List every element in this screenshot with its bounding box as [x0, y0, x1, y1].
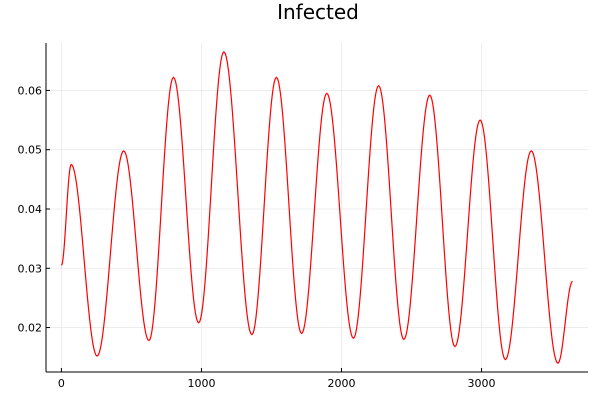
- series-group: [60, 51, 573, 364]
- y-tick-label: 0.03: [18, 262, 43, 275]
- grid: [46, 43, 588, 372]
- x-tick-label: 3000: [468, 377, 496, 390]
- ticks: 0 1000 2000 3000 0.02 0.03 0.04 0.05 0.06: [18, 84, 496, 390]
- x-tick-label: 2000: [328, 377, 356, 390]
- y-tick-label: 0.06: [18, 84, 43, 97]
- x-tick-label: 0: [58, 377, 65, 390]
- y-tick-label: 0.04: [18, 203, 43, 216]
- y-tick-label: 0.02: [18, 322, 43, 335]
- axes: [45, 43, 588, 373]
- series-line-infected: [60, 51, 573, 364]
- chart-title: Infected: [277, 0, 359, 24]
- x-tick-label: 1000: [187, 377, 215, 390]
- y-tick-label: 0.05: [18, 144, 43, 157]
